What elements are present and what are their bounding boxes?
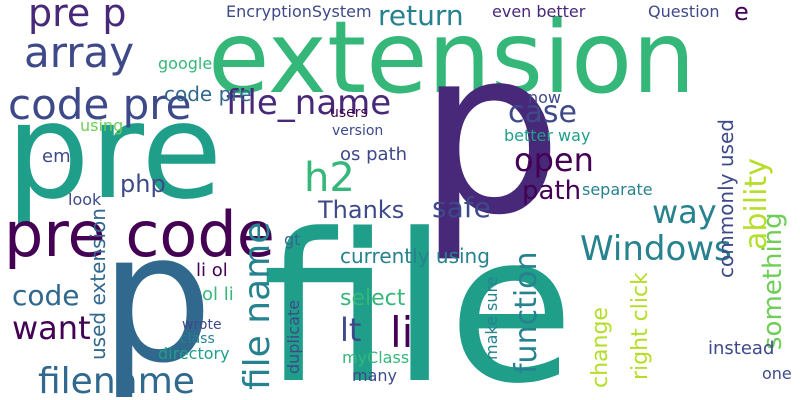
word-class: class	[180, 331, 215, 347]
word-even-better: even better	[492, 2, 586, 21]
word-commonly-used: commonly used	[714, 119, 738, 278]
word-better-way: better way	[504, 126, 591, 145]
word-file_name: file_name	[226, 83, 392, 123]
word-p-left: p	[100, 195, 213, 400]
word-wrote: wrote	[182, 317, 222, 333]
word-li: li	[390, 308, 414, 357]
word-php: php	[120, 170, 166, 198]
word-one: one	[762, 364, 792, 383]
word-file: file	[262, 191, 575, 400]
word-duplicate: duplicate	[284, 299, 303, 374]
word-version: version	[332, 123, 384, 139]
word-os-path: os path	[340, 144, 408, 165]
word-users: users	[330, 105, 368, 121]
word-safe: safe	[432, 191, 491, 224]
word-instead: instead	[708, 338, 775, 359]
word-question: Question	[648, 2, 720, 21]
word-look: look	[68, 190, 102, 209]
word-code-pre-small: code pre	[164, 82, 252, 106]
word-pre: pre	[6, 75, 223, 229]
word-something: something	[758, 212, 788, 350]
word-ol-li: ol li	[202, 284, 234, 305]
word-gt: gt	[284, 230, 301, 249]
word-want: want	[12, 309, 91, 347]
word-code: code	[12, 279, 80, 312]
word-google: google	[158, 54, 213, 73]
word-thanks: Thanks	[318, 196, 405, 224]
word-change: change	[588, 307, 613, 388]
word-h2: h2	[304, 155, 355, 201]
word-separate: separate	[582, 180, 653, 199]
word-extension: extension	[208, 0, 696, 116]
word-p-large: p	[418, 0, 563, 265]
word-directory: directory	[158, 344, 230, 363]
word-return: return	[378, 0, 464, 32]
word-make-sure: make sure	[482, 276, 501, 360]
word-filename: filename	[38, 361, 195, 400]
word-case: case	[508, 95, 577, 130]
word-li-ol: li ol	[196, 260, 228, 281]
word-now: now	[528, 88, 562, 107]
word-code-pre: code pre	[8, 80, 192, 129]
word-windows: Windows	[580, 229, 732, 269]
word-right-click: right click	[628, 272, 653, 380]
word-lt: lt	[340, 311, 362, 349]
word-way: way	[652, 193, 717, 231]
word-array: array	[24, 28, 135, 77]
word-em: em	[42, 146, 71, 167]
word-encryptionsystem: EncryptionSystem	[226, 2, 372, 21]
word-file-name-vertical: file name	[237, 221, 278, 390]
word-using: using	[80, 116, 124, 135]
word-select: select	[340, 286, 406, 311]
word-used-extension: used extension	[86, 208, 110, 360]
word-myclass: myClass	[342, 348, 410, 367]
word-function: function	[509, 251, 544, 374]
word-currently-using: currently using	[340, 244, 490, 268]
word-e: e	[734, 0, 749, 26]
word-path: path	[522, 176, 582, 206]
word-open: open	[514, 141, 594, 179]
word-many: many	[352, 366, 397, 385]
word-pre-code: pre code	[4, 198, 275, 271]
word-pre-p: pre p	[28, 0, 127, 35]
